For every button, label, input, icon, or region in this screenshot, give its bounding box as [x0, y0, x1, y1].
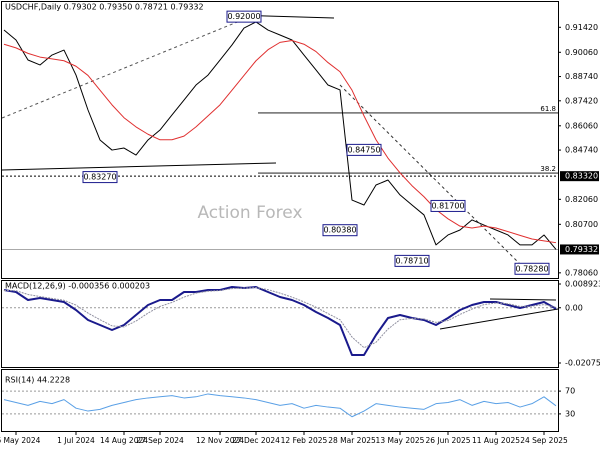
fib-label: 61.8 — [540, 105, 556, 113]
annotation-box — [322, 224, 358, 237]
annotation-label: 0.80380 — [323, 226, 356, 235]
x-tick-label: 1 Jul 2024 — [57, 436, 95, 445]
level-label: 0.79332 — [565, 245, 598, 254]
series-line — [3, 287, 557, 349]
price-panel-frame — [1, 1, 559, 279]
y-tick-label: 0.008923 — [565, 280, 600, 289]
y-tick-label: 0.84740 — [565, 146, 598, 155]
annotation-label: 0.84750 — [347, 145, 380, 154]
y-tick-label: 0.87420 — [565, 96, 598, 105]
y-tick-label: -0.020759 — [565, 358, 600, 367]
price-annotation: 0.78710 — [394, 254, 430, 267]
annotation-label: 0.92000 — [227, 12, 260, 21]
price-annotation: 0.92000 — [226, 10, 262, 23]
y-tick-label: 30 — [565, 409, 575, 418]
annotation-box — [430, 199, 466, 212]
rsi-panel-frame — [1, 369, 559, 432]
x-tick-label: 27 Dec 2024 — [232, 436, 280, 445]
annotation-box — [394, 254, 430, 267]
annotation-box — [226, 10, 262, 23]
annotation-label: 0.78280 — [515, 264, 548, 273]
price-annotation: 0.78280 — [514, 262, 550, 275]
price-annotation: 0.81700 — [430, 199, 466, 212]
annotation-label: 0.83270 — [83, 173, 116, 182]
price-annotation: 0.80380 — [322, 224, 358, 237]
macd-panel-frame — [1, 280, 559, 368]
x-tick-label: 11 Aug 2025 — [472, 436, 520, 445]
y-tick-label: 70 — [565, 387, 575, 396]
level-label-box — [560, 244, 599, 255]
trend-line — [339, 84, 523, 267]
annotation-label: 0.78710 — [395, 256, 428, 265]
annotation-box — [346, 143, 382, 156]
trend-line — [489, 298, 557, 301]
y-tick-label: 0.91420 — [565, 23, 598, 32]
x-tick-label: 13 May 2025 — [376, 436, 425, 445]
trend-line — [439, 308, 559, 330]
series-line — [3, 286, 557, 356]
watermark: Action Forex — [197, 203, 302, 223]
y-tick-label: 0.82060 — [565, 195, 598, 204]
x-tick-label: 12 Feb 2025 — [281, 436, 328, 445]
y-tick-label: 0.00 — [565, 303, 583, 312]
y-tick-label: 0.86060 — [565, 121, 598, 130]
y-tick-label: 0.90060 — [565, 48, 598, 57]
x-tick-label: 16 May 2024 — [0, 436, 41, 445]
annotation-box — [514, 262, 550, 275]
price-annotation: 0.84750 — [346, 143, 382, 156]
x-tick-label: 12 Nov 2024 — [196, 436, 244, 445]
level-label-box — [560, 171, 599, 182]
annotation-label: 0.81700 — [431, 201, 464, 210]
y-tick-label: 0.78060 — [565, 268, 598, 277]
x-tick-label: 24 Sep 2025 — [520, 436, 568, 445]
level-label: 0.83320 — [565, 172, 598, 181]
annotation-box — [82, 171, 118, 184]
panel-title: MACD(12,26,9) -0.000356 0.000203 — [5, 282, 150, 291]
trend-line — [1, 162, 277, 171]
x-tick-label: 28 Mar 2025 — [328, 436, 376, 445]
panel-title: RSI(14) 44.2228 — [5, 376, 70, 385]
panel-title: USDCHF,Daily 0.79302 0.79350 0.78721 0.7… — [5, 3, 204, 12]
series-line — [3, 40, 557, 244]
price-annotation: 0.83270 — [82, 171, 118, 184]
fib-label: 38.2 — [540, 165, 556, 173]
x-tick-label: 27 Sep 2024 — [136, 436, 184, 445]
y-tick-label: 0.88740 — [565, 72, 598, 81]
x-tick-label: 14 Aug 2024 — [100, 436, 148, 445]
series-line — [3, 393, 557, 418]
x-tick-label: 26 Jun 2025 — [425, 436, 470, 445]
y-tick-label: 0.80700 — [565, 220, 598, 229]
